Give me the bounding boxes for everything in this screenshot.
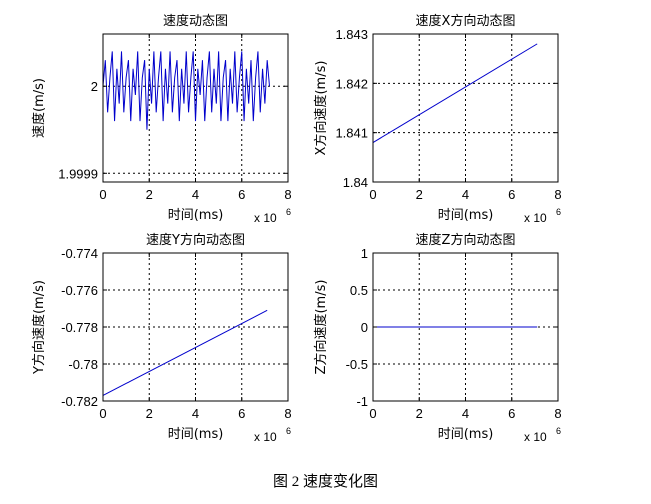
x-axis-multiplier-exponent: 6 bbox=[556, 207, 561, 217]
x-axis-label: 时间(ms) bbox=[438, 208, 494, 223]
y-axis-label: 速度(m/s) bbox=[31, 78, 47, 138]
y-tick-label: 1.841 bbox=[335, 126, 368, 141]
y-axis-label: X方向速度(m/s) bbox=[313, 61, 329, 156]
x-tick-label: 8 bbox=[554, 406, 561, 421]
chart-title: 速度Z方向动态图 bbox=[416, 232, 516, 248]
y-tick-label: 1.84 bbox=[343, 175, 368, 190]
x-axis-label: 时间(ms) bbox=[438, 427, 494, 442]
chart-title: 速度Y方向动态图 bbox=[146, 232, 245, 248]
x-tick-label: 8 bbox=[554, 187, 561, 202]
x-tick-label: 0 bbox=[369, 187, 376, 202]
x-tick-label: 8 bbox=[284, 187, 291, 202]
figure-caption: 图 2 速度变化图 bbox=[272, 474, 378, 490]
x-tick-label: 6 bbox=[238, 187, 245, 202]
y-tick-label: -0.776 bbox=[61, 283, 98, 298]
x-axis-multiplier: x 10 bbox=[524, 211, 547, 225]
series-line bbox=[102, 51, 270, 130]
y-tick-label: -0.774 bbox=[61, 246, 98, 261]
x-axis-multiplier-exponent: 6 bbox=[556, 426, 561, 436]
y-tick-label: 1.9999 bbox=[58, 166, 98, 181]
y-tick-label: 1.843 bbox=[335, 27, 368, 42]
y-axis-label: Y方向速度(m/s) bbox=[31, 280, 47, 375]
y-tick-label: -0.778 bbox=[61, 320, 98, 335]
y-tick-label: -1 bbox=[356, 394, 368, 409]
x-tick-label: 0 bbox=[369, 406, 376, 421]
x-tick-label: 6 bbox=[238, 406, 245, 421]
x-axis-label: 时间(ms) bbox=[168, 427, 224, 442]
x-axis-multiplier: x 10 bbox=[254, 430, 277, 444]
x-tick-label: 2 bbox=[416, 406, 423, 421]
x-axis-multiplier: x 10 bbox=[524, 430, 547, 444]
x-tick-label: 4 bbox=[462, 187, 469, 202]
x-tick-label: 8 bbox=[284, 406, 291, 421]
chart-title: 速度动态图 bbox=[163, 13, 228, 29]
y-tick-label: 2 bbox=[91, 79, 98, 94]
x-axis-multiplier-exponent: 6 bbox=[286, 426, 291, 436]
x-tick-label: 2 bbox=[416, 187, 423, 202]
y-tick-label: 1 bbox=[361, 246, 368, 261]
y-tick-label: 1.842 bbox=[335, 76, 368, 91]
y-tick-label: -0.5 bbox=[346, 357, 368, 372]
x-tick-label: 4 bbox=[192, 187, 199, 202]
x-tick-label: 4 bbox=[462, 406, 469, 421]
chart-speed-y: 0 2 4 6 8 -0.782 -0.78 -0.778 -0.776 -0.774 速度Y方向动… bbox=[31, 232, 292, 444]
series-line bbox=[102, 309, 268, 396]
x-axis-label: 时间(ms) bbox=[168, 208, 224, 223]
x-tick-label: 6 bbox=[508, 187, 515, 202]
plot-area bbox=[373, 34, 558, 182]
y-tick-label: 0 bbox=[361, 320, 368, 335]
y-tick-label: 0.5 bbox=[350, 283, 368, 298]
x-tick-label: 2 bbox=[146, 187, 153, 202]
chart-title: 速度X方向动态图 bbox=[416, 13, 516, 29]
x-tick-label: 6 bbox=[508, 406, 515, 421]
y-tick-label: -0.78 bbox=[68, 357, 98, 372]
y-tick-label: -0.782 bbox=[61, 394, 98, 409]
x-axis-multiplier-exponent: 6 bbox=[286, 207, 291, 217]
x-tick-label: 0 bbox=[99, 187, 106, 202]
series-line bbox=[372, 43, 538, 143]
x-tick-label: 2 bbox=[146, 406, 153, 421]
y-axis-label: Z方向速度(m/s) bbox=[313, 280, 329, 375]
x-tick-label: 4 bbox=[192, 406, 199, 421]
x-axis-multiplier: x 10 bbox=[254, 211, 277, 225]
x-tick-label: 0 bbox=[99, 406, 106, 421]
